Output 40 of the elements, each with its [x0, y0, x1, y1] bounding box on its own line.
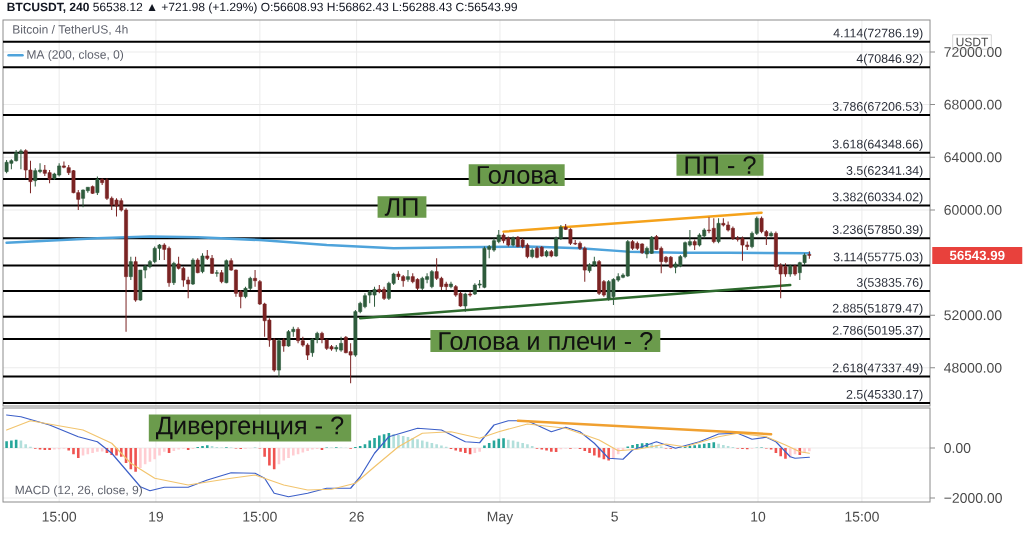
annotation: Голова и плечи - ?: [439, 332, 653, 350]
ref-line-label: 3.114(55775.03): [833, 252, 923, 264]
annotation: ПП - ?: [685, 156, 756, 174]
ref-line-label: 3.382(60334.02): [832, 192, 923, 204]
chart-title: BTCUSDT, 240 56538.12 ▲ +721.98 (+1.29%) O:56608.93 H:56862.43 L:56288.43 C:56543.99: [7, 2, 517, 14]
legend-label: MA (200, close, 0): [27, 49, 124, 62]
y-tick-label: 60000.00: [944, 204, 1002, 215]
x-tick-label: 15:00: [845, 511, 879, 522]
y-tick-label: 48000.00: [944, 362, 1002, 373]
y-tick-label: 68000.00: [944, 99, 1002, 110]
x-tick-label: 5: [611, 511, 618, 522]
ref-line-label: 3.236(57850.39): [832, 224, 923, 237]
y-tick-label: 0.00: [944, 443, 971, 453]
y-tick-label: 52000.00: [944, 310, 1002, 321]
annotation: Голова: [477, 166, 558, 184]
ref-line-label: 2.5(45330.17): [846, 389, 923, 402]
text: MACD (12, 26, close, 9): [15, 485, 143, 497]
y-tick-label: 72000.00: [944, 47, 1002, 57]
chart-subtitle: Bitcoin / TetherUS, 4h: [13, 24, 128, 36]
ref-line-label: 3.786(67206.53): [832, 101, 923, 114]
x-tick-label: 15:00: [42, 511, 77, 522]
x-tick-label: 19: [149, 511, 164, 522]
annotation: Дивергенция - ?: [155, 416, 344, 440]
x-tick-label: 10: [751, 511, 766, 522]
ref-line-label: 3(53835.76): [856, 277, 923, 290]
ref-line-label: 4.114(72786.19): [833, 28, 923, 40]
ref-line-label: 2.618(47337.49): [832, 363, 923, 375]
y-tick-label: −2000.00: [944, 493, 1002, 503]
ref-line-label: 2.885(51879.47): [832, 303, 923, 316]
ref-line-label: 4(70846.92): [856, 53, 923, 66]
ref-line-label: 3.618(64348.66): [832, 139, 923, 151]
x-tick-label: May: [487, 511, 514, 525]
annotation: ЛП: [384, 198, 418, 216]
ref-line-label: 2.786(50195.37): [832, 325, 923, 338]
ref-line-label: 3.5(62341.34): [846, 165, 923, 178]
text: 56543.99: [949, 250, 1005, 261]
x-tick-label: 26: [349, 511, 364, 522]
y-tick-label: 64000.00: [944, 152, 1002, 163]
y-axis-title: USDT: [956, 37, 989, 47]
x-tick-label: 15:00: [243, 511, 277, 522]
